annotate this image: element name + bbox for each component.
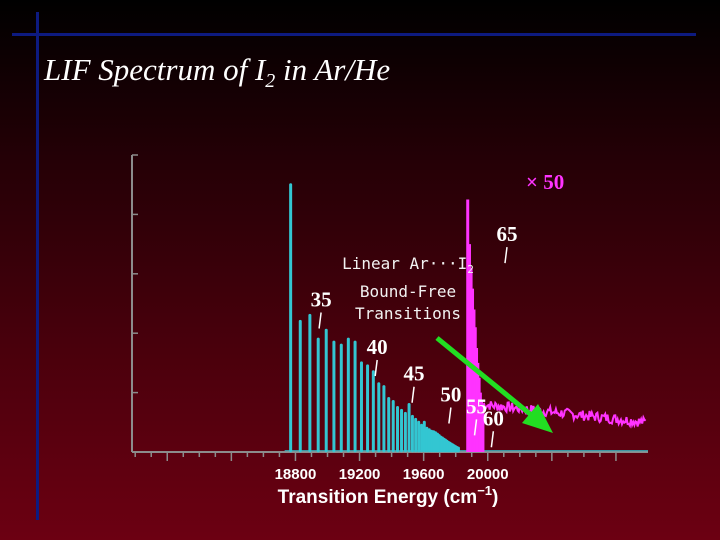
green-arrow <box>435 336 553 433</box>
peak-label: 40 <box>367 335 388 359</box>
peak-label: 50 <box>440 383 461 407</box>
peak-label-pointer <box>318 312 322 329</box>
x-axis-title-tail: ) <box>492 487 498 508</box>
scaled-spectrum <box>466 199 647 452</box>
bound-free-annotation: Linear Ar···I2 Bound-Free Transitions <box>318 253 498 325</box>
title-subscript: 2 <box>265 70 276 93</box>
peak-label-pointer <box>490 431 495 448</box>
scaled-continuum <box>482 400 647 429</box>
x-tick-label: 19600 <box>403 466 445 483</box>
peak-label: 55 <box>466 394 487 418</box>
annotation-line-2: Bound-Free <box>359 282 457 302</box>
x-tick-label: 19200 <box>339 466 381 483</box>
peak-label: 45 <box>404 362 425 386</box>
main-spectrum <box>284 183 648 453</box>
x-axis-title: Transition Energy (cm−1) <box>278 483 499 508</box>
peak-label-pointer <box>374 359 378 377</box>
peak-label: 65 <box>496 222 517 246</box>
x-axis-title-sup: −1 <box>477 483 492 498</box>
x-tick-label: 18800 <box>275 466 317 483</box>
title-main: LIF Spectrum of I <box>44 52 266 87</box>
peak-label: 60 <box>483 406 504 430</box>
left-rule <box>36 12 39 520</box>
peak-label-pointer <box>448 407 452 424</box>
annotation-line-1: Linear Ar···I2 <box>342 254 474 277</box>
peak-label-pointer <box>411 386 415 403</box>
chart-axes: 18800 19200 19600 20000 <box>131 154 648 483</box>
annotation-line-3: Transitions <box>355 304 461 324</box>
peak-label-pointer <box>504 247 508 264</box>
title-underline <box>12 33 696 36</box>
title-tail: in Ar/He <box>275 52 391 87</box>
scale-factor-label: × 50 <box>526 170 564 194</box>
peak-label-pointer <box>473 419 478 436</box>
slide-title: LIF Spectrum of I2 in Ar/He <box>44 52 390 93</box>
x-tick-label: 20000 <box>467 466 509 483</box>
peak-label: 35 <box>311 287 332 311</box>
x-axis-title-main: Transition Energy (cm <box>278 487 478 508</box>
